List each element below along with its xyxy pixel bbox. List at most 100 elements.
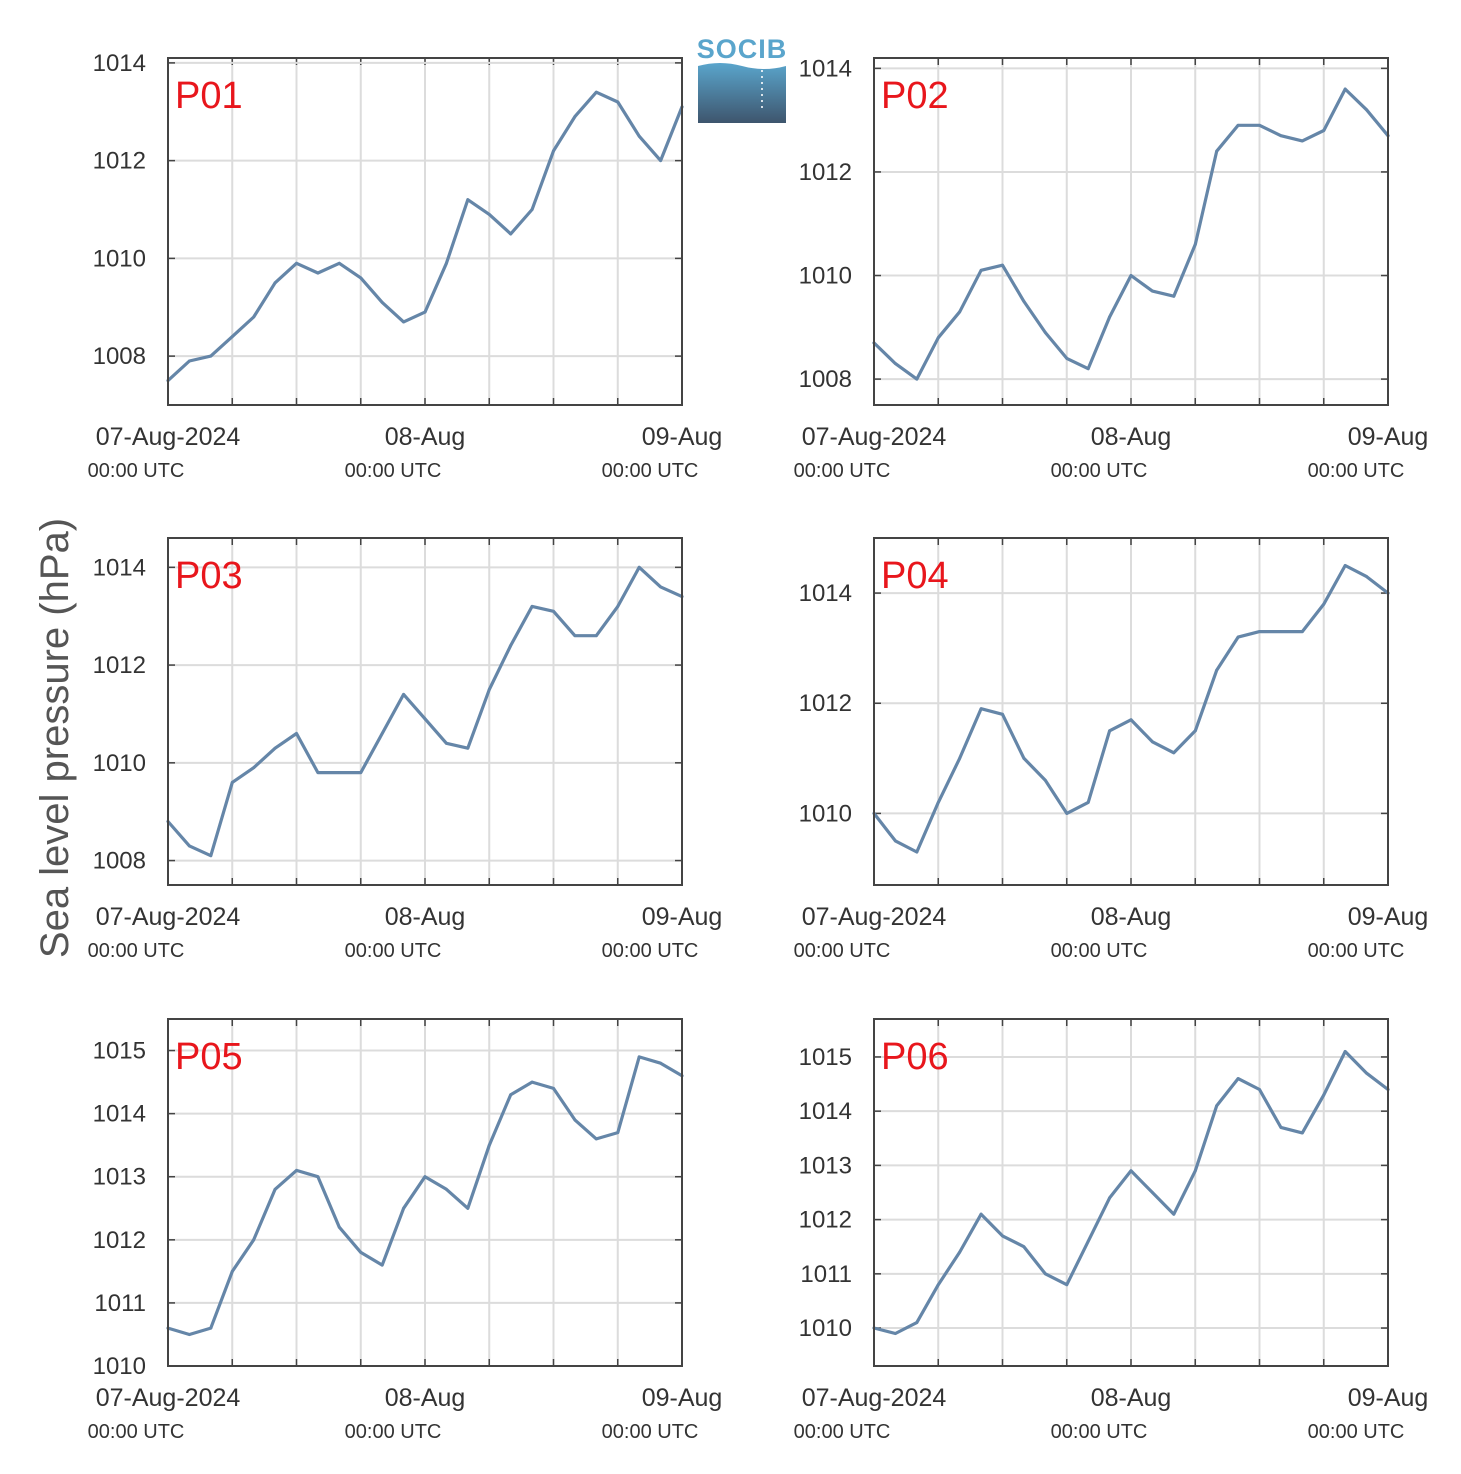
data-point <box>188 359 191 363</box>
chart-panel-5: 1010 1011 1012 1013 1014 1015 P05 07-Aug-2024 00… <box>88 1018 722 1443</box>
data-point <box>616 605 620 608</box>
x-tick-time-label: 00:00 UTC <box>602 940 699 962</box>
panel-title: P05 <box>175 1036 243 1078</box>
data-point <box>958 756 962 760</box>
x-tick-time-label: 00:00 UTC <box>88 1421 185 1443</box>
data-point <box>1043 778 1047 782</box>
y-tick-label: 1010 <box>93 245 146 272</box>
data-point <box>1043 1272 1047 1276</box>
data-point <box>445 1187 448 1191</box>
chart-panels: 1008 1010 1012 1014 P01 07-Aug-2024 00:00 UTC 0… <box>88 50 1429 1443</box>
data-point <box>1215 149 1219 153</box>
data-point <box>188 844 191 848</box>
plot-frame <box>873 57 1389 406</box>
data-point <box>337 1225 341 1229</box>
data-point <box>594 90 598 94</box>
x-tick-time-label: 00:00 UTC <box>88 460 185 482</box>
y-tick-label: 1012 <box>799 1207 852 1234</box>
x-tick-date-label: 09-Aug <box>1348 1384 1429 1412</box>
y-tick-label: 1010 <box>93 1353 146 1380</box>
data-point <box>594 1137 598 1141</box>
data-point <box>552 149 555 153</box>
data-point <box>423 310 427 314</box>
data-point <box>1151 740 1154 744</box>
y-tick-label: 1014 <box>93 554 146 581</box>
data-point <box>616 1131 620 1134</box>
x-tick-time-label: 00:00 UTC <box>1308 460 1405 482</box>
data-point <box>1343 87 1347 91</box>
y-tick-label: 1014 <box>799 580 852 607</box>
panel-title: P01 <box>175 75 243 117</box>
data-point <box>979 1212 983 1216</box>
data-point <box>1258 1088 1261 1091</box>
data-point <box>573 115 577 119</box>
data-point <box>252 1238 256 1242</box>
data-point <box>1279 630 1283 634</box>
data-point <box>230 1269 234 1273</box>
data-point <box>1172 1212 1176 1216</box>
panel-title: P04 <box>881 555 949 597</box>
panel-title: P03 <box>175 555 243 597</box>
x-tick-time-label: 00:00 UTC <box>88 940 185 962</box>
data-point <box>1151 1191 1154 1194</box>
data-point <box>894 1332 897 1335</box>
y-axis-label: Sea level pressure (hPa) <box>33 518 77 958</box>
data-point <box>979 268 983 272</box>
data-point <box>1151 289 1154 293</box>
x-tick-time-label: 00:00 UTC <box>345 1421 442 1443</box>
chart-panel-1: 1008 1010 1012 1014 P01 07-Aug-2024 00:00 UTC 0… <box>88 50 723 482</box>
plot-frame <box>873 537 1389 886</box>
data-point <box>894 839 897 843</box>
data-point <box>1322 1093 1326 1097</box>
data-point <box>509 232 513 236</box>
data-point <box>1279 1126 1283 1129</box>
data-point <box>337 771 341 774</box>
y-tick-label: 1012 <box>799 690 852 717</box>
data-point <box>1001 712 1004 716</box>
data-point <box>252 766 256 770</box>
logo-wave-icon <box>698 63 786 123</box>
data-point <box>1300 1131 1304 1135</box>
data-point <box>530 605 534 608</box>
data-point <box>1129 718 1133 722</box>
data-point <box>1086 1239 1090 1243</box>
data-point <box>616 100 620 104</box>
logo-text: SOCIB <box>697 34 788 64</box>
data-point <box>1236 123 1240 127</box>
data-point <box>915 850 919 854</box>
y-tick-label: 1012 <box>93 652 146 679</box>
data-point <box>1236 635 1240 639</box>
x-tick-date-label: 09-Aug <box>642 903 723 931</box>
data-point <box>1300 139 1304 143</box>
data-point <box>936 1283 940 1287</box>
data-point <box>273 746 277 750</box>
x-tick-time-label: 00:00 UTC <box>1051 940 1148 962</box>
data-point <box>1108 315 1111 319</box>
data-point <box>1065 811 1069 815</box>
x-tick-time-label: 00:00 UTC <box>345 940 442 962</box>
data-point <box>337 261 341 265</box>
data-point <box>466 1206 470 1210</box>
y-tick-label: 1011 <box>800 1261 852 1288</box>
data-point <box>637 134 641 138</box>
x-tick-date-label: 09-Aug <box>1348 903 1429 931</box>
data-point <box>316 1175 320 1179</box>
data-point <box>958 310 962 314</box>
data-point <box>402 1206 405 1210</box>
data-point <box>316 271 320 275</box>
data-point <box>1193 1169 1197 1173</box>
x-tick-time-label: 00:00 UTC <box>1051 460 1148 482</box>
data-point <box>359 771 363 774</box>
data-point <box>1193 243 1197 246</box>
data-point <box>1365 108 1368 112</box>
chart-panel-4: 1010 1012 1014 P04 07-Aug-2024 00:00 UTC 08-Au… <box>794 537 1429 962</box>
plot-frame <box>873 1018 1389 1367</box>
data-point <box>1065 1283 1069 1287</box>
data-point <box>915 1321 919 1325</box>
data-point <box>1322 602 1326 606</box>
data-point <box>1022 1245 1026 1249</box>
chart-panel-3: 1008 1010 1012 1014 P03 07-Aug-2024 00:00 UTC 0… <box>88 537 723 962</box>
y-tick-label: 1010 <box>799 1315 852 1342</box>
y-tick-label: 1008 <box>799 366 852 393</box>
data-point <box>273 281 277 285</box>
